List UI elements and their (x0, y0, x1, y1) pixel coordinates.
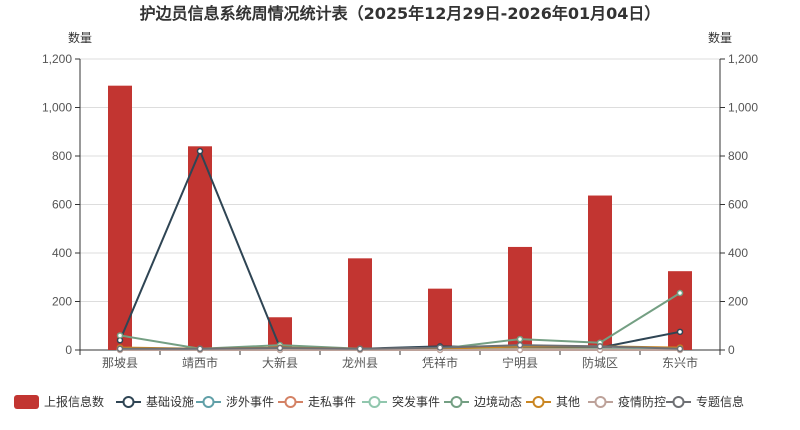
line-point[interactable] (676, 328, 684, 336)
line-point[interactable] (516, 335, 524, 343)
y-tick-label-left: 400 (52, 246, 72, 260)
bar[interactable] (188, 146, 212, 350)
legend-label: 涉外事件 (226, 395, 274, 409)
legend-label: 疫情防控 (618, 394, 666, 409)
legend-item[interactable]: 突发事件 (362, 394, 440, 409)
y-axis-left-name: 数量 (68, 30, 92, 45)
bar-series (108, 85, 692, 351)
tick-labels: 0 0 200 200 400 400 600 600 800 800 1,000 1,000 1,20… (42, 52, 758, 370)
x-tick-label: 靖西市 (182, 355, 218, 370)
legend-item[interactable]: 上报信息数 (14, 394, 104, 409)
y-tick-label-right: 1,000 (728, 101, 758, 115)
bar[interactable] (588, 195, 612, 350)
axes (75, 58, 725, 355)
legend-item[interactable]: 走私事件 (278, 395, 356, 409)
x-tick-label: 凭祥市 (422, 355, 458, 370)
legend-item[interactable]: 疫情防控 (588, 394, 666, 409)
legend-swatch-marker (594, 396, 607, 408)
y-tick-label-right: 0 (728, 343, 735, 357)
legend-label: 上报信息数 (44, 394, 104, 409)
x-tick-label: 宁明县 (502, 355, 538, 370)
legend-item[interactable]: 其他 (526, 395, 580, 409)
line-point[interactable] (276, 344, 284, 352)
legend-label: 边境动态 (474, 394, 522, 409)
y-tick-label-right: 600 (728, 198, 748, 212)
y-tick-label-right: 800 (728, 149, 748, 163)
line-point[interactable] (676, 289, 684, 297)
legend-swatch (14, 395, 39, 409)
series-line (120, 344, 681, 350)
legend-swatch-marker (532, 396, 545, 408)
bar[interactable] (428, 288, 452, 350)
y-tick-label-right: 400 (728, 246, 748, 260)
legend-label: 突发事件 (392, 394, 440, 409)
line-point[interactable] (436, 344, 444, 351)
x-tick-label: 防城区 (582, 355, 618, 370)
y-axis-right-name: 数量 (708, 30, 732, 45)
bar[interactable] (668, 271, 692, 350)
legend-item[interactable]: 涉外事件 (196, 395, 274, 409)
legend-item[interactable]: 边境动态 (444, 394, 522, 409)
legend-swatch-marker (202, 396, 215, 408)
legend-swatch-marker (122, 396, 135, 408)
line-point[interactable] (116, 332, 124, 339)
line-point[interactable] (196, 147, 204, 155)
x-tick-label: 大新县 (262, 355, 298, 370)
y-tick-label-left: 800 (52, 149, 72, 163)
legend-item[interactable]: 专题信息 (666, 394, 744, 409)
x-tick-label: 那坡县 (102, 356, 138, 370)
legend-label: 基础设施 (146, 395, 194, 409)
line-point[interactable] (676, 345, 684, 353)
grid-lines (80, 58, 720, 302)
legend-label: 专题信息 (696, 394, 744, 409)
bar[interactable] (348, 258, 372, 350)
legend-item[interactable]: 基础设施 (116, 395, 194, 409)
line-point[interactable] (196, 345, 204, 353)
line-point[interactable] (596, 343, 604, 350)
line-point[interactable] (356, 345, 364, 353)
legend-swatch-marker (450, 396, 463, 408)
legend-swatch-marker (672, 396, 685, 408)
y-tick-label-right: 1,200 (728, 52, 758, 66)
legend: 上报信息数 基础设施 涉外事件 走私事件 突发事件 边境动态 其他 疫情防控 专题信息 (14, 394, 744, 409)
y-tick-label-left: 0 (65, 343, 72, 357)
line-series (116, 147, 684, 354)
line-point[interactable] (116, 345, 124, 353)
bar[interactable] (108, 85, 132, 351)
y-tick-label-left: 1,200 (42, 52, 72, 66)
legend-label: 走私事件 (308, 395, 356, 409)
y-tick-label-right: 200 (728, 295, 748, 309)
bar[interactable] (508, 246, 532, 350)
x-tick-label: 东兴市 (662, 355, 698, 370)
y-tick-label-left: 600 (52, 198, 72, 212)
y-tick-label-left: 1,000 (42, 101, 72, 115)
legend-swatch-marker (284, 396, 297, 408)
legend-swatch-marker (368, 396, 381, 408)
legend-label: 其他 (556, 395, 580, 409)
line-point[interactable] (516, 341, 524, 349)
y-tick-label-left: 200 (52, 295, 72, 309)
chart-title: 护边员信息系统周情况统计表（2025年12月29日-2026年01月04日） (140, 4, 661, 23)
x-tick-label: 龙州县 (342, 356, 378, 370)
